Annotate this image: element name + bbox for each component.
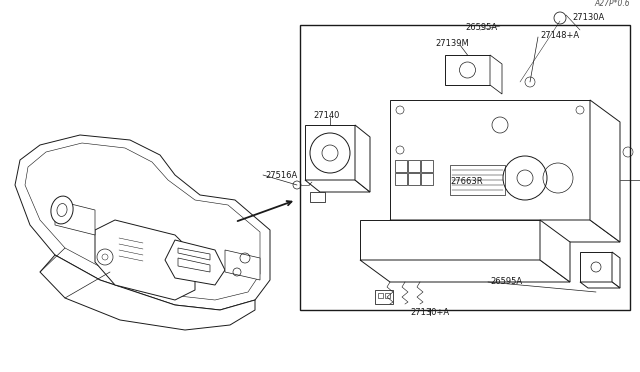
Bar — [385, 293, 390, 298]
Ellipse shape — [51, 196, 73, 224]
Bar — [378, 293, 383, 298]
Polygon shape — [540, 220, 570, 282]
Polygon shape — [178, 258, 210, 272]
Polygon shape — [490, 55, 502, 94]
Bar — [375, 290, 393, 304]
Bar — [445, 55, 490, 85]
Polygon shape — [355, 125, 370, 192]
Bar — [408, 173, 420, 185]
Bar — [395, 173, 407, 185]
Polygon shape — [360, 260, 570, 282]
Polygon shape — [305, 125, 355, 180]
Bar — [395, 160, 407, 172]
Polygon shape — [390, 220, 620, 242]
Polygon shape — [360, 220, 540, 260]
Text: 26595A: 26595A — [490, 278, 522, 286]
Polygon shape — [25, 143, 260, 300]
Bar — [300, 25, 630, 310]
Bar — [580, 252, 612, 282]
Polygon shape — [178, 248, 210, 260]
Ellipse shape — [57, 203, 67, 217]
Polygon shape — [15, 135, 270, 310]
Text: 27663R: 27663R — [450, 177, 483, 186]
Text: 27130+A: 27130+A — [410, 308, 449, 317]
Bar — [408, 160, 420, 172]
Polygon shape — [310, 192, 325, 202]
Polygon shape — [40, 255, 255, 330]
Polygon shape — [95, 220, 195, 300]
Bar — [450, 165, 505, 195]
Text: 27148+A: 27148+A — [540, 31, 579, 39]
Text: 27139M: 27139M — [435, 38, 468, 48]
Polygon shape — [305, 180, 370, 192]
Bar — [421, 160, 433, 172]
Polygon shape — [580, 282, 620, 288]
Polygon shape — [165, 240, 225, 285]
Polygon shape — [590, 100, 620, 242]
Polygon shape — [390, 100, 590, 220]
Text: 27130A: 27130A — [572, 13, 604, 22]
Bar — [421, 173, 433, 185]
Polygon shape — [225, 250, 260, 280]
Polygon shape — [612, 252, 620, 288]
Polygon shape — [55, 200, 95, 235]
Text: 27516A: 27516A — [265, 170, 297, 180]
Text: 27140: 27140 — [313, 110, 339, 119]
Text: 26595A: 26595A — [465, 22, 497, 32]
Text: A27P*0.6: A27P*0.6 — [595, 0, 630, 8]
